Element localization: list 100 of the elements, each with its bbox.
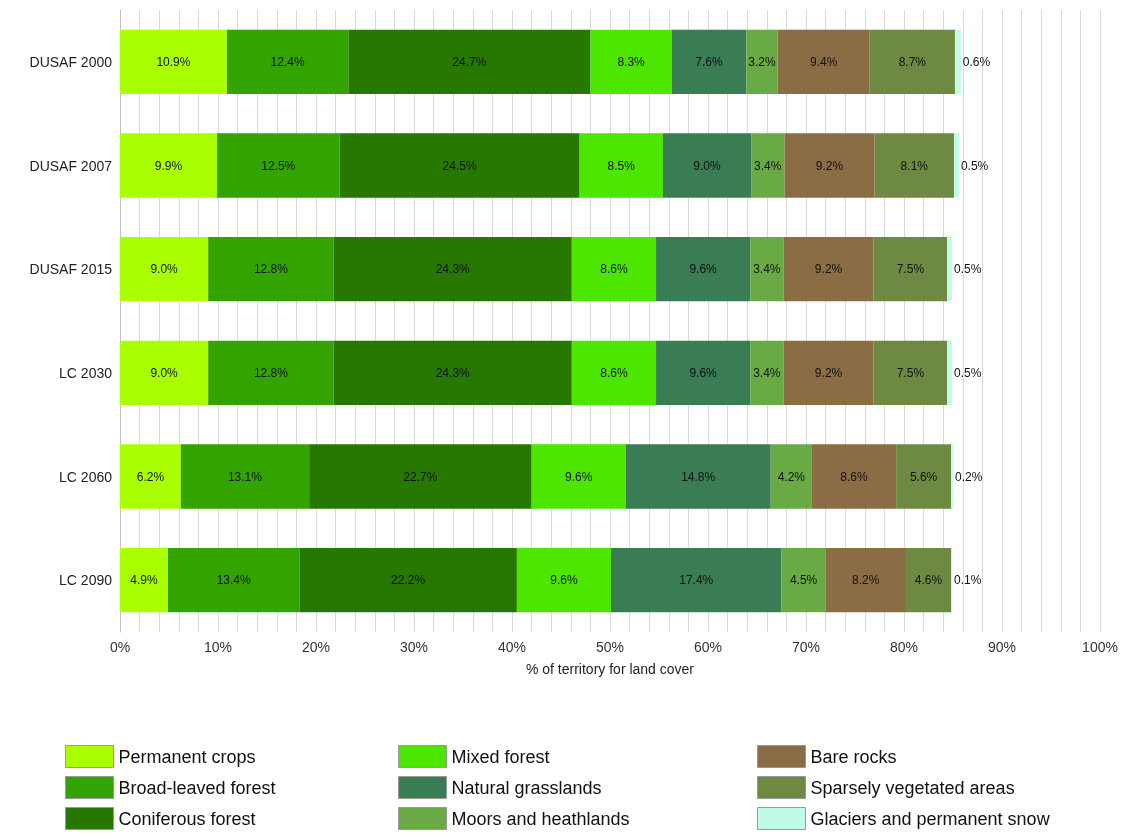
x-tick-label: 0%: [109, 639, 131, 655]
data-label: 0.2%: [955, 469, 983, 484]
data-label: 8.1%: [900, 158, 929, 173]
data-label: 7.5%: [896, 262, 925, 277]
x-tick-label: 70%: [791, 639, 821, 655]
bar: [874, 133, 954, 198]
bar: [953, 133, 959, 198]
data-label: 7.5%: [896, 365, 925, 380]
data-label: 9.0%: [150, 365, 179, 380]
bar: [783, 340, 874, 405]
data-label: 22.2%: [391, 573, 426, 588]
legend-label: Glaciers and permanent snow: [810, 808, 1051, 829]
data-label: 12.8%: [253, 262, 289, 277]
bar: [516, 548, 611, 613]
bar: [671, 29, 747, 94]
bar: [208, 237, 334, 302]
data-label: 12.8%: [253, 365, 289, 380]
bar: [226, 29, 349, 94]
bar: [571, 340, 657, 405]
data-label: 0.5%: [954, 262, 982, 277]
bar: [746, 29, 778, 94]
data-label: 9.6%: [550, 573, 578, 588]
data-label: 9.6%: [689, 365, 718, 380]
data-label: 0.5%: [960, 158, 989, 173]
bar: [905, 548, 952, 613]
bar: [339, 133, 580, 198]
legend-label: Sparsely vegetated areas: [810, 777, 1015, 798]
y-tick-label: DUSAF 2007: [29, 157, 113, 174]
bar: [590, 29, 672, 94]
bar: [208, 340, 334, 405]
data-label: 9.2%: [815, 158, 844, 173]
y-tick-label: LC 2060: [59, 468, 113, 485]
data-label: 10.9%: [156, 54, 191, 69]
x-tick-label: 20%: [301, 639, 331, 655]
legend-label: Permanent crops: [118, 746, 256, 767]
bar: [571, 237, 657, 302]
bar: [770, 444, 812, 509]
bar: [309, 444, 532, 509]
bar: [873, 237, 948, 302]
x-tick-label: 50%: [595, 639, 625, 655]
data-label: 7.6%: [695, 54, 723, 69]
data-label: 12.4%: [270, 54, 305, 69]
y-tick-label: LC 2030: [59, 364, 113, 381]
data-label: 9.6%: [564, 469, 593, 484]
x-tick-label: 100%: [1082, 639, 1118, 655]
data-label: 3.4%: [754, 158, 782, 173]
bar: [783, 237, 874, 302]
data-label: 9.2%: [814, 262, 843, 277]
bar: [656, 237, 751, 302]
bar: [180, 444, 310, 509]
x-tick-label: 30%: [399, 639, 429, 655]
x-tick-label: 90%: [987, 639, 1017, 655]
bar: [896, 444, 952, 509]
data-label: 9.2%: [814, 365, 843, 380]
legend-label: Bare rocks: [810, 746, 897, 767]
data-label: 9.6%: [689, 262, 718, 277]
data-label: 5.6%: [909, 469, 938, 484]
data-label: 12.5%: [261, 158, 296, 173]
data-label: 0.6%: [962, 54, 991, 69]
data-label: 8.3%: [617, 54, 646, 69]
data-label: 13.1%: [227, 469, 263, 484]
bar: [610, 548, 782, 613]
data-label: 17.4%: [679, 573, 714, 588]
x-tick-label: 60%: [693, 639, 723, 655]
bar: [947, 340, 953, 405]
data-label: 8.5%: [607, 158, 636, 173]
data-label: 0.5%: [954, 365, 982, 380]
data-label: 0.1%: [954, 573, 982, 588]
bar: [781, 548, 826, 613]
bar: [299, 548, 517, 613]
bar: [120, 444, 181, 509]
bar: [120, 548, 169, 613]
y-tick-label: LC 2090: [59, 572, 113, 589]
bar: [120, 340, 209, 405]
data-label: 3.4%: [753, 262, 781, 277]
legend-label: Broad-leaved forest: [118, 777, 276, 798]
bar: [825, 548, 906, 613]
bar: [625, 444, 771, 509]
data-label: 4.9%: [130, 573, 159, 588]
bar: [656, 340, 751, 405]
data-label: 22.7%: [403, 469, 438, 484]
data-label: 6.2%: [136, 469, 165, 484]
bar: [869, 29, 955, 94]
bar: [777, 29, 870, 94]
data-label: 8.6%: [840, 469, 869, 484]
x-tick-label: 40%: [497, 639, 527, 655]
data-label: 8.6%: [600, 365, 628, 380]
data-label: 9.0%: [150, 262, 179, 277]
data-label: 24.3%: [435, 365, 471, 380]
bar: [348, 29, 591, 94]
legend-label: Coniferous forest: [118, 808, 256, 829]
bar: [662, 133, 752, 198]
bar: [168, 548, 300, 613]
bar: [120, 237, 209, 302]
data-label: 9.4%: [809, 54, 838, 69]
bar: [873, 340, 948, 405]
data-label: 14.8%: [681, 469, 716, 484]
data-label: 8.2%: [852, 573, 880, 588]
data-label: 24.5%: [442, 158, 477, 173]
x-tick-label: 10%: [203, 639, 233, 655]
